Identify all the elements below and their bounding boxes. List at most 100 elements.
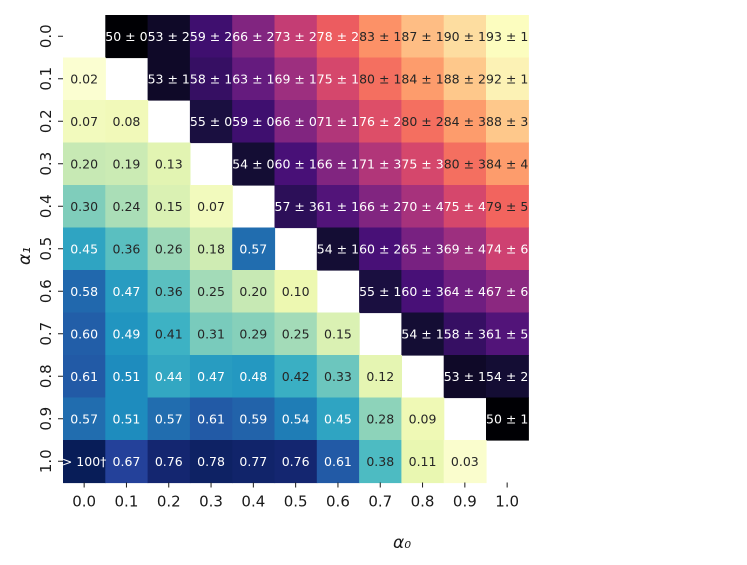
lower-cell-r7-c0 (63, 312, 106, 356)
upper-cell-r2-c7 (359, 100, 402, 144)
upper-cell-r9-c10 (486, 397, 529, 441)
lower-cell-label-r9-c1: 0.51 (113, 411, 141, 426)
upper-cell-r8-c9 (443, 355, 487, 399)
upper-cell-label-r3-c7: 71 ± 3 (359, 156, 401, 171)
upper-cell-r5-c10 (486, 227, 529, 271)
upper-cell-label-r0-c9: 90 ± 1 (444, 29, 486, 44)
lower-cell-r1-c0 (63, 57, 106, 101)
lower-cell-label-r10-c5: 0.76 (282, 454, 310, 469)
upper-cell-label-r6-c9: 64 ± 4 (444, 284, 486, 299)
lower-cell-label-r8-c7: 0.12 (366, 369, 394, 384)
lower-cell-r8-c0 (63, 355, 106, 399)
lower-cell-label-r5-c4: 0.57 (239, 241, 267, 256)
lower-cell-r10-c5 (274, 440, 318, 484)
lower-cell-label-r5-c0: 0.45 (70, 241, 98, 256)
upper-cell-label-r0-c5: 73 ± 2 (275, 29, 317, 44)
upper-cell-r0-c1 (105, 15, 149, 59)
y-tick-label-1: 0.1 (37, 67, 55, 91)
upper-cell-r8-c10 (486, 355, 529, 399)
lower-cell-r8-c2 (147, 355, 191, 399)
lower-cell-label-r9-c2: 0.57 (155, 411, 183, 426)
x-tick-label-4: 0.4 (241, 493, 265, 511)
lower-cell-r10-c8 (401, 440, 445, 484)
upper-cell-label-r4-c7: 66 ± 2 (359, 199, 401, 214)
upper-cell-label-r1-c3: 58 ± 1 (190, 71, 232, 86)
lower-cell-r7-c3 (189, 312, 233, 356)
lower-cell-label-r6-c5: 0.10 (282, 284, 310, 299)
upper-cell-label-r1-c7: 80 ± 1 (359, 71, 401, 86)
upper-cell-label-r3-c9: 80 ± 3 (444, 156, 486, 171)
lower-cell-r2-c1 (105, 100, 149, 144)
lower-cell-label-r10-c6: 0.61 (324, 454, 352, 469)
upper-cell-label-r0-c3: 59 ± 2 (190, 29, 232, 44)
lower-cell-r7-c2 (147, 312, 191, 356)
upper-cell-r1-c2 (147, 57, 191, 101)
lower-cell-label-r9-c8: 0.09 (409, 411, 437, 426)
lower-cell-label-r6-c4: 0.20 (239, 284, 267, 299)
lower-cell-r2-c0 (63, 100, 106, 144)
y-tick-label-0: 0.0 (37, 24, 55, 48)
upper-cell-r0-c9 (443, 15, 487, 59)
upper-cell-label-r4-c10: 79 ± 5 (486, 199, 528, 214)
upper-cell-r0-c10 (486, 15, 529, 59)
upper-cell-label-r1-c4: 63 ± 1 (232, 71, 274, 86)
lower-cell-label-r9-c3: 0.61 (197, 411, 225, 426)
x-tick-label-3: 0.3 (199, 493, 223, 511)
upper-cell-label-r2-c3: 55 ± 0 (190, 114, 232, 129)
lower-cell-label-r10-c7: 0.38 (366, 454, 394, 469)
y-tick-label-10: 1.0 (37, 449, 55, 473)
upper-cell-label-r0-c4: 66 ± 2 (232, 29, 274, 44)
upper-cell-label-r2-c10: 88 ± 3 (486, 114, 528, 129)
upper-cell-label-r4-c9: 75 ± 4 (444, 199, 486, 214)
upper-cell-label-r7-c9: 58 ± 3 (444, 326, 486, 341)
lower-cell-label-r3-c2: 0.13 (155, 156, 183, 171)
lower-cell-r10-c3 (189, 440, 233, 484)
upper-cell-label-r2-c4: 59 ± 0 (232, 114, 274, 129)
lower-cell-r8-c3 (189, 355, 233, 399)
lower-cell-r6-c1 (105, 270, 149, 314)
lower-cell-r6-c3 (189, 270, 233, 314)
x-tick-label-0: 0.0 (72, 493, 96, 511)
upper-cell-label-r0-c2: 53 ± 2 (148, 29, 190, 44)
upper-cell-label-r1-c8: 84 ± 1 (401, 71, 443, 86)
upper-cell-r1-c8 (401, 57, 445, 101)
upper-cell-r1-c9 (443, 57, 487, 101)
lower-cell-label-r8-c5: 0.42 (282, 369, 310, 384)
lower-cell-r3-c0 (63, 142, 106, 186)
lower-cell-label-r8-c2: 0.44 (155, 369, 183, 384)
lower-cell-label-r6-c1: 0.47 (113, 284, 141, 299)
upper-cell-label-r4-c5: 57 ± 3 (275, 199, 317, 214)
upper-cell-label-r5-c6: 54 ± 1 (317, 241, 359, 256)
upper-cell-r3-c8 (401, 142, 445, 186)
upper-cell-label-r5-c8: 65 ± 3 (401, 241, 443, 256)
lower-cell-label-r5-c2: 0.26 (155, 241, 183, 256)
heatmap-cells (63, 15, 529, 484)
y-tick-label-5: 0.5 (37, 237, 55, 261)
lower-cell-r10-c6 (316, 440, 360, 484)
lower-cell-r6-c0 (63, 270, 106, 314)
lower-cell-label-r6-c3: 0.25 (197, 284, 225, 299)
upper-cell-r2-c3 (189, 100, 233, 144)
upper-cell-label-r3-c6: 66 ± 1 (317, 156, 359, 171)
upper-cell-r1-c10 (486, 57, 529, 101)
lower-cell-label-r8-c1: 0.51 (113, 369, 141, 384)
y-axis-label: α₁ (15, 247, 35, 265)
lower-cell-r10-c4 (232, 440, 276, 484)
upper-cell-label-r0-c1: 50 ± 0 (105, 29, 147, 44)
upper-cell-label-r5-c9: 69 ± 4 (444, 241, 486, 256)
y-tick-label-6: 0.6 (37, 279, 55, 303)
lower-cell-label-r5-c1: 0.36 (113, 241, 141, 256)
upper-cell-r1-c7 (359, 57, 402, 101)
upper-cell-r2-c4 (232, 100, 276, 144)
lower-cell-r8-c7 (359, 355, 402, 399)
upper-cell-label-r3-c8: 75 ± 3 (401, 156, 443, 171)
lower-cell-r10-c1 (105, 440, 149, 484)
upper-cell-label-r6-c7: 55 ± 1 (359, 284, 401, 299)
lower-cell-r9-c0 (63, 397, 106, 441)
y-tick-label-2: 0.2 (37, 109, 55, 133)
upper-cell-label-r1-c2: 53 ± 1 (148, 71, 190, 86)
lower-cell-r9-c1 (105, 397, 149, 441)
upper-cell-r1-c4 (232, 57, 276, 101)
